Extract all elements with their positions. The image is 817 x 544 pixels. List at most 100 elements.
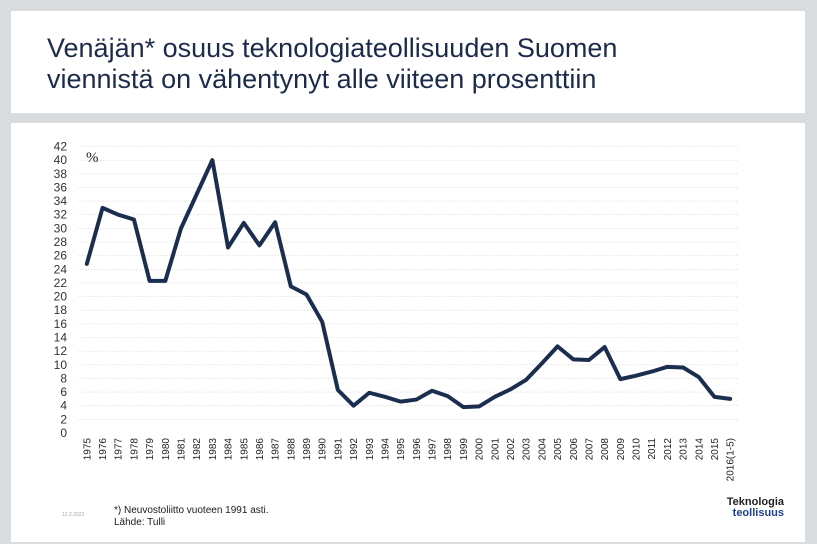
x-tick-label: 1996: [412, 438, 423, 461]
series-line: [84, 158, 733, 410]
data-point: [384, 396, 386, 398]
y-tick-label: 26: [54, 249, 68, 263]
data-point: [556, 345, 559, 348]
data-point: [697, 376, 700, 378]
data-point: [133, 218, 135, 221]
x-tick-label: 2000: [475, 438, 486, 461]
x-tick-label: 1993: [365, 438, 376, 461]
data-point: [541, 362, 543, 365]
title-line-1: Venäjän* osuus teknologiateollisuuden Su…: [47, 33, 618, 63]
x-tick-label: 2007: [584, 438, 595, 461]
data-point: [180, 227, 182, 230]
data-point: [274, 221, 276, 224]
x-tick-label: 2002: [506, 438, 517, 461]
y-tick-label: 36: [54, 180, 68, 194]
x-tick-label: 2004: [537, 438, 548, 461]
y-tick-label: 24: [54, 262, 68, 276]
x-tick-label: 2012: [663, 438, 674, 461]
x-tick-label: 1977: [114, 438, 125, 461]
footnote-line-1: *) Neuvostoliitto vuoteen 1991 asti.: [114, 505, 269, 516]
x-tick-label: 2008: [600, 438, 611, 461]
data-point: [478, 405, 480, 408]
data-point: [195, 193, 198, 196]
company-logo: Teknologia teollisuus: [694, 497, 784, 519]
y-tick-label: 42: [54, 140, 68, 154]
y-tick-label: 20: [54, 290, 68, 304]
x-tick-label: 1988: [286, 438, 297, 461]
x-tick-label: 1994: [380, 438, 391, 461]
data-point: [525, 378, 527, 381]
logo-line-1: Teknologia: [726, 496, 784, 508]
x-tick-label: 2006: [569, 438, 580, 461]
data-point: [415, 398, 418, 401]
data-point: [509, 388, 512, 391]
x-tick-label: 1997: [428, 438, 439, 461]
x-tick-label: 1981: [176, 438, 187, 461]
y-tick-label: 0: [60, 426, 67, 440]
data-point: [713, 396, 716, 398]
x-tick-label: 1985: [239, 438, 250, 461]
y-tick-label: 38: [54, 167, 68, 181]
data-point: [603, 346, 606, 348]
x-tick-label: 1983: [208, 438, 219, 461]
x-tick-label: 1998: [443, 438, 454, 461]
data-point: [242, 222, 245, 224]
data-point: [572, 358, 575, 361]
y-tick-label: 34: [54, 194, 68, 208]
data-point: [211, 159, 214, 161]
data-point: [305, 293, 308, 296]
x-tick-label: 1976: [98, 438, 109, 461]
chart-panel: [11, 123, 805, 542]
y-tick-label: 10: [54, 358, 68, 372]
x-tick-label: 1982: [192, 438, 203, 461]
x-tick-label: 2005: [553, 438, 564, 461]
y-tick-label: 40: [54, 153, 68, 167]
data-point: [588, 359, 590, 361]
x-tick-label: 2015: [710, 438, 721, 461]
x-tick-label: 1995: [396, 438, 407, 461]
data-point: [148, 280, 151, 282]
data-point: [290, 285, 292, 288]
x-tick-label: 1990: [318, 438, 329, 461]
x-tick-label: 1980: [161, 438, 172, 461]
y-tick-label: 6: [60, 385, 67, 399]
data-point: [368, 391, 371, 394]
x-tick-label: 2014: [694, 438, 705, 461]
y-tick-label: 2: [60, 412, 67, 426]
y-tick-label: 32: [54, 208, 68, 222]
data-point: [446, 395, 449, 397]
data-point: [117, 213, 120, 216]
title-line-2: viennistä on vähentynyt alle viiteen pro…: [47, 64, 597, 94]
data-point: [619, 378, 622, 380]
data-point: [650, 370, 653, 373]
x-tick-label: 1978: [129, 438, 140, 461]
x-tick-label: 1989: [302, 438, 313, 461]
logo-line-2: teollisuus: [732, 507, 784, 519]
date-stamp: 12.2.2022: [62, 512, 85, 518]
data-point: [258, 244, 261, 247]
gridlines: [79, 146, 738, 420]
y-tick-label: 22: [54, 276, 68, 290]
y-tick-label: 8: [60, 371, 67, 385]
x-tick-label: 1984: [224, 438, 235, 461]
data-point: [462, 406, 465, 408]
x-tick-label: 1986: [255, 438, 266, 461]
footnote: *) Neuvostoliitto vuoteen 1991 asti. Läh…: [114, 505, 269, 529]
x-tick-label: 1992: [349, 438, 360, 461]
y-tick-label: 4: [60, 399, 67, 413]
x-tick-label: 1979: [145, 438, 156, 461]
x-tick-label: 2010: [632, 438, 643, 461]
x-tick-label: 1987: [271, 438, 282, 461]
data-point: [729, 398, 731, 400]
data-point: [431, 389, 433, 392]
x-tick-label: 1999: [459, 438, 470, 461]
data-point: [666, 366, 669, 368]
data-point: [682, 366, 684, 369]
y-tick-label: 28: [54, 235, 68, 249]
x-tick-label: 2016(1-5): [726, 438, 737, 481]
data-point: [321, 321, 324, 323]
source-line: Lähde: Tulli: [114, 517, 166, 528]
y-tick-label: 12: [54, 344, 68, 358]
